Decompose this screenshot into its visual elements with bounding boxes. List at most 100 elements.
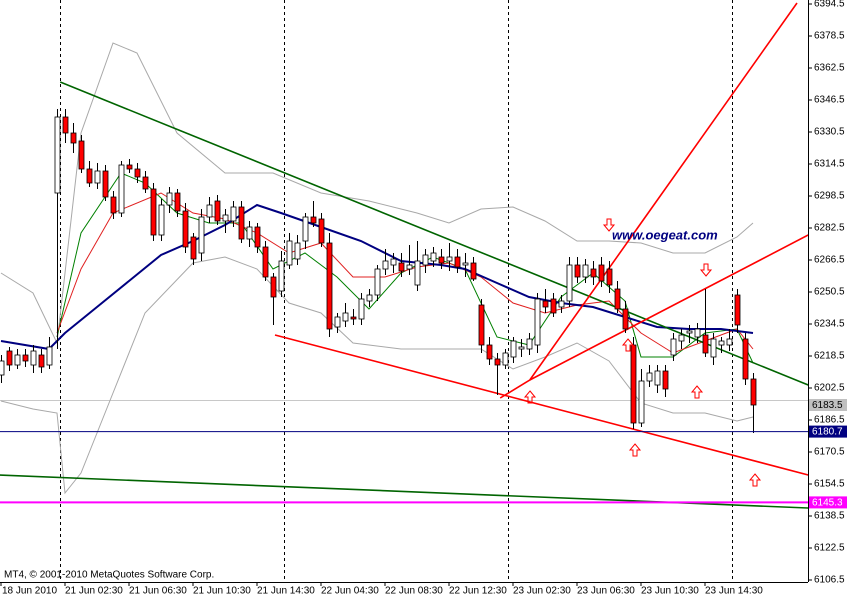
candle-body (614, 288, 621, 310)
up-arrow (621, 338, 635, 352)
candle-body (478, 304, 485, 346)
down-arrow (602, 218, 616, 232)
candle-body (382, 260, 389, 270)
candle-body (54, 116, 61, 194)
y-tick-label: 6378.5 (814, 31, 845, 42)
candle-body (158, 204, 165, 236)
candle-body (318, 218, 325, 244)
candle-body (742, 338, 749, 380)
price-tag (809, 425, 847, 438)
candle-body (542, 300, 549, 308)
candle-body (430, 252, 437, 262)
y-tick-label: 6202.5 (814, 383, 845, 394)
candle-body (22, 354, 29, 362)
candle-body (630, 344, 637, 424)
price-tag (809, 496, 847, 509)
candle-body (414, 260, 421, 286)
candle-body (214, 200, 221, 222)
y-tick-label: 6362.5 (814, 63, 845, 74)
candles (0, 109, 757, 433)
candle-body (6, 350, 13, 366)
x-tick-label: 21 Jun 14:30 (257, 586, 315, 597)
candle-body (38, 354, 45, 368)
candle-body (502, 352, 509, 366)
candle-body (670, 338, 677, 356)
candle-body (390, 258, 397, 266)
x-tick-label: 21 Jun 06:30 (129, 586, 187, 597)
y-tick-label: 6330.5 (814, 127, 845, 138)
candle-body (358, 298, 365, 320)
candle-body (238, 206, 245, 240)
bid-tag (809, 399, 847, 411)
candle-body (518, 346, 525, 350)
candle-body (606, 268, 613, 286)
candle-body (622, 308, 629, 330)
candle-body (70, 132, 77, 144)
candle-body (718, 340, 725, 346)
x-tick-label: 22 Jun 08:30 (385, 586, 443, 597)
candle-body (694, 328, 701, 338)
candle-body (750, 378, 757, 406)
y-tick-label: 6106.5 (814, 575, 845, 586)
candle-body (702, 334, 709, 354)
candle-body (94, 170, 101, 184)
up-arrow (628, 443, 642, 457)
y-tick-label: 6186.5 (814, 415, 845, 426)
candle-body (654, 370, 661, 386)
y-tick-label: 6218.5 (814, 351, 845, 362)
candle-body (470, 262, 477, 280)
candle-body (558, 300, 565, 308)
y-tick-label: 6170.5 (814, 447, 845, 458)
candle-body (142, 176, 149, 190)
trend-line (59, 81, 808, 386)
y-tick-label: 6346.5 (814, 95, 845, 106)
candle-body (398, 262, 405, 272)
candle-body (342, 312, 349, 322)
candle-body (646, 372, 653, 382)
candle-body (46, 346, 53, 366)
bid-tag-label: 6183.5 (812, 400, 843, 411)
day-separators (60, 0, 733, 582)
x-tick-label: 23 Jun 14:30 (705, 586, 763, 597)
candle-body (286, 240, 293, 266)
x-tick-label: 23 Jun 02:30 (513, 586, 571, 597)
candle-body (638, 380, 645, 424)
candle-body (734, 294, 741, 326)
candle-body (182, 210, 189, 248)
y-tick-label: 6266.5 (814, 255, 845, 266)
down-arrow (699, 263, 713, 277)
candle-body (246, 226, 253, 240)
candle-body (598, 264, 605, 282)
candle-body (438, 256, 445, 264)
candle-body (406, 264, 413, 270)
candle-body (590, 268, 597, 278)
x-tick-label: 22 Jun 04:30 (321, 586, 379, 597)
up-arrow (748, 473, 762, 487)
candle-body (374, 268, 381, 296)
candle-body (110, 196, 117, 214)
up-arrow (690, 385, 704, 399)
candle-body (150, 188, 157, 236)
y-tick-label: 6282.5 (814, 223, 845, 234)
y-tick-label: 6250.5 (814, 287, 845, 298)
candle-body (302, 216, 309, 242)
candle-body (62, 116, 69, 134)
candle-body (30, 350, 37, 366)
candle-body (78, 140, 85, 170)
fractal-arrows (523, 218, 762, 487)
footer: MT4, © 2001-2010 MetaQuotes Software Cor… (4, 570, 214, 581)
candle-body (278, 260, 285, 292)
x-tick-label: 22 Jun 12:30 (449, 586, 507, 597)
candle-body (350, 316, 357, 320)
candle-body (310, 216, 317, 224)
indicator-line (0, 42, 754, 345)
candle-body (710, 338, 717, 358)
candle-body (270, 276, 277, 298)
candle-body (422, 254, 429, 266)
candle-body (294, 242, 301, 260)
candle-body (686, 330, 693, 334)
candle-body (190, 236, 197, 260)
candle-body (126, 164, 133, 170)
